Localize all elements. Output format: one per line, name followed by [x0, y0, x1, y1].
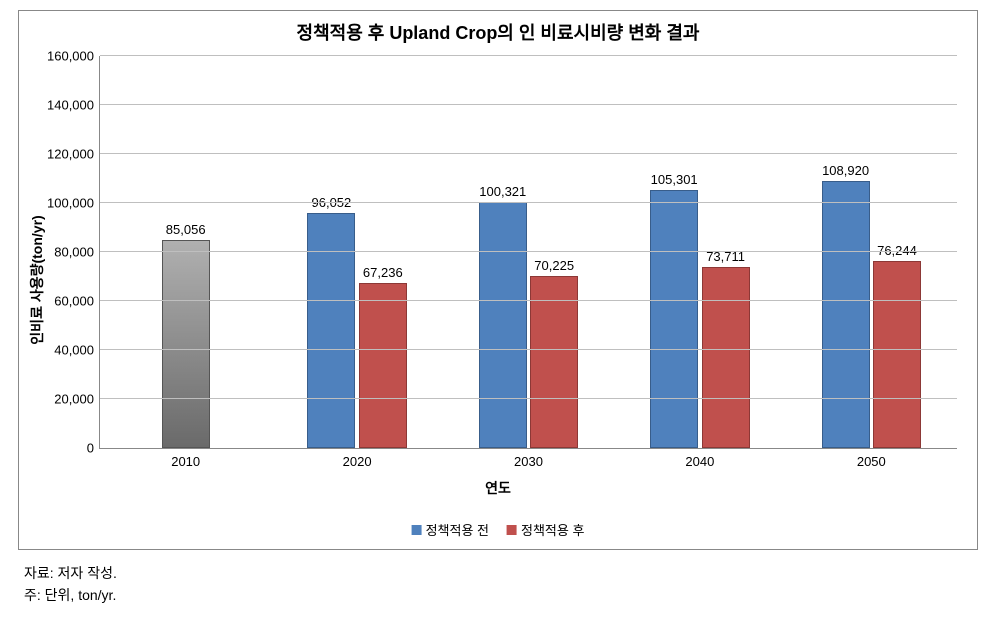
gridline	[100, 202, 957, 203]
bar-before: 100,321	[479, 202, 527, 448]
legend-swatch-after	[507, 525, 517, 535]
gridline	[100, 398, 957, 399]
bar-before: 96,052	[307, 213, 355, 448]
gridline	[100, 153, 957, 154]
bar-label: 85,056	[166, 222, 206, 237]
footnote-unit: 주: 단위, ton/yr.	[24, 584, 986, 606]
y-axis-label: 인비료 사용량(ton/yr)	[27, 215, 47, 344]
xtick-label: 2050	[857, 454, 886, 469]
gridline	[100, 55, 957, 56]
ytick-label: 40,000	[54, 343, 94, 358]
xtick-label: 2040	[685, 454, 714, 469]
ytick-label: 160,000	[47, 49, 94, 64]
chart-title: 정책적용 후 Upland Crop의 인 비료시비량 변화 결과	[19, 11, 977, 49]
bar-label: 105,301	[651, 172, 698, 187]
bar-after: 73,711	[702, 267, 750, 448]
xtick-label: 2020	[343, 454, 372, 469]
plot-area: 85,05696,05267,236100,32170,225105,30173…	[99, 56, 957, 449]
ytick-label: 60,000	[54, 294, 94, 309]
bar-after: 67,236	[359, 283, 407, 448]
xtick-label: 2030	[514, 454, 543, 469]
bars-layer: 85,05696,05267,236100,32170,225105,30173…	[100, 56, 957, 448]
bar-baseline: 85,056	[162, 240, 210, 448]
chart-container: 정책적용 후 Upland Crop의 인 비료시비량 변화 결과 인비료 사용…	[18, 10, 978, 550]
bar-after: 76,244	[873, 261, 921, 448]
bar-label: 100,321	[479, 184, 526, 199]
bar-before: 108,920	[822, 181, 870, 448]
legend-swatch-before	[412, 525, 422, 535]
ytick-label: 120,000	[47, 147, 94, 162]
legend-label-before: 정책적용 전	[426, 520, 489, 539]
ytick-label: 20,000	[54, 392, 94, 407]
legend-item-after: 정책적용 후	[507, 520, 584, 539]
ytick-label: 100,000	[47, 196, 94, 211]
bar-label: 70,225	[534, 258, 574, 273]
footnote-source: 자료: 저자 작성.	[24, 562, 986, 584]
x-axis-label: 연도	[485, 478, 511, 498]
gridline	[100, 300, 957, 301]
legend-item-before: 정책적용 전	[412, 520, 489, 539]
xtick-label: 2010	[171, 454, 200, 469]
ytick-label: 80,000	[54, 245, 94, 260]
bar-label: 108,920	[822, 163, 869, 178]
gridline	[100, 104, 957, 105]
bar-after: 70,225	[530, 276, 578, 448]
gridline	[100, 251, 957, 252]
footnote: 자료: 저자 작성. 주: 단위, ton/yr.	[24, 562, 986, 607]
gridline	[100, 349, 957, 350]
ytick-label: 0	[87, 441, 94, 456]
bar-before: 105,301	[650, 190, 698, 448]
bar-label: 67,236	[363, 265, 403, 280]
legend-label-after: 정책적용 후	[521, 520, 584, 539]
legend: 정책적용 전 정책적용 후	[412, 520, 585, 539]
ytick-label: 140,000	[47, 98, 94, 113]
